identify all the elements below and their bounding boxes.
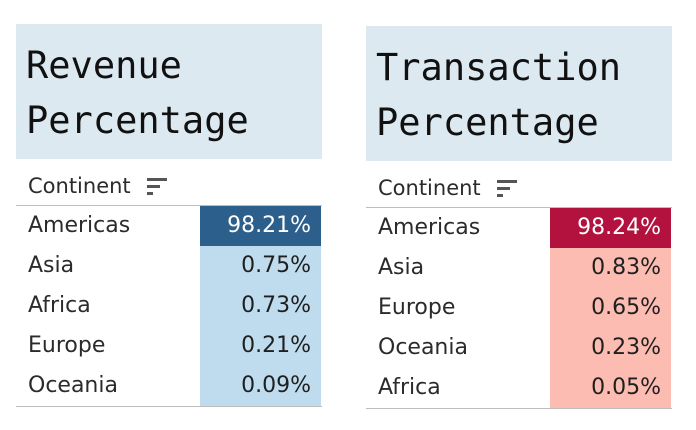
revenue-table-bottom-border <box>16 406 322 407</box>
revenue-title-line-2: Percentage <box>26 99 249 142</box>
table-row[interactable]: Africa 0.05% <box>366 368 672 408</box>
transaction-title-box: Transaction Percentage <box>366 26 672 161</box>
revenue-continent-header-label: Continent <box>28 174 131 198</box>
transaction-row-value[interactable]: 0.23% <box>550 328 671 368</box>
table-row[interactable]: Oceania 0.23% <box>366 328 672 368</box>
revenue-row-value[interactable]: 0.75% <box>200 246 321 286</box>
revenue-percentage-panel: Revenue Percentage Continent Americas 98… <box>16 24 322 407</box>
table-row[interactable]: Asia 0.83% <box>366 248 672 288</box>
table-row[interactable]: Americas 98.24% <box>366 208 672 248</box>
revenue-row-continent: Europe <box>28 333 106 358</box>
revenue-title-line-1: Revenue <box>26 44 182 87</box>
transaction-continent-header-label: Continent <box>378 176 481 200</box>
sort-descending-icon[interactable] <box>497 180 517 197</box>
transaction-column-header: Continent <box>366 161 672 208</box>
revenue-row-continent: Asia <box>28 253 75 278</box>
revenue-row-continent: Africa <box>28 293 91 318</box>
transaction-row-value[interactable]: 0.83% <box>550 248 671 288</box>
transaction-row-continent: Oceania <box>378 335 468 360</box>
revenue-row-continent: Americas <box>28 213 131 238</box>
transaction-table-bottom-border <box>366 408 672 409</box>
revenue-row-value[interactable]: 0.09% <box>200 366 321 406</box>
transaction-row-continent: Asia <box>378 255 425 280</box>
transaction-percentage-panel: Transaction Percentage Continent America… <box>366 26 672 409</box>
sort-descending-icon[interactable] <box>147 178 167 195</box>
revenue-row-value[interactable]: 98.21% <box>200 206 321 246</box>
revenue-row-value[interactable]: 0.21% <box>200 326 321 366</box>
transaction-row-value[interactable]: 0.05% <box>550 368 671 408</box>
table-row[interactable]: Asia 0.75% <box>16 246 322 286</box>
table-row[interactable]: Europe 0.65% <box>366 288 672 328</box>
transaction-table-rows: Americas 98.24% Asia 0.83% Europe 0.65% … <box>366 208 672 408</box>
revenue-row-continent: Oceania <box>28 373 118 398</box>
table-row[interactable]: Americas 98.21% <box>16 206 322 246</box>
transaction-row-value[interactable]: 98.24% <box>550 208 671 248</box>
transaction-row-continent: Africa <box>378 375 441 400</box>
revenue-row-value[interactable]: 0.73% <box>200 286 321 326</box>
revenue-column-header: Continent <box>16 159 322 206</box>
transaction-row-continent: Europe <box>378 295 456 320</box>
transaction-title-line-1: Transaction <box>376 46 622 89</box>
table-row[interactable]: Europe 0.21% <box>16 326 322 366</box>
revenue-title-box: Revenue Percentage <box>16 24 322 159</box>
transaction-title-line-2: Percentage <box>376 101 599 144</box>
revenue-table-rows: Americas 98.21% Asia 0.75% Africa 0.73% … <box>16 206 322 406</box>
transaction-row-value[interactable]: 0.65% <box>550 288 671 328</box>
table-row[interactable]: Oceania 0.09% <box>16 366 322 406</box>
transaction-row-continent: Americas <box>378 215 481 240</box>
table-row[interactable]: Africa 0.73% <box>16 286 322 326</box>
